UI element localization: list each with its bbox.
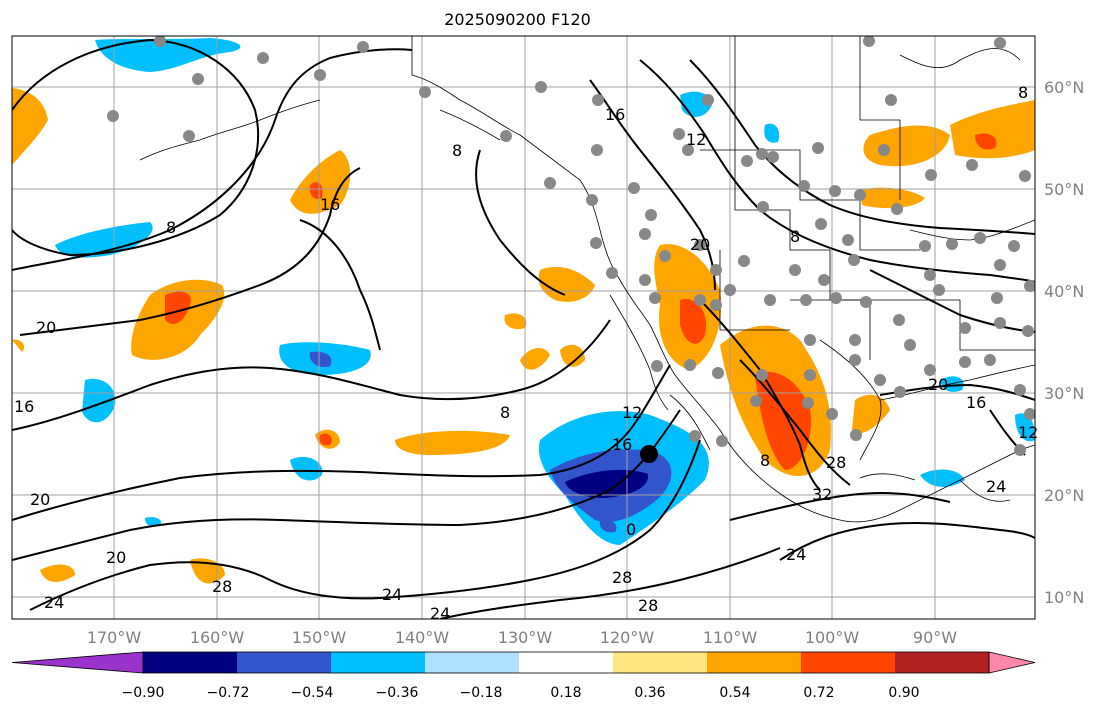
colorbar-tick-labels: −0.90 −0.72 −0.54 −0.36 −0.18 0.18 0.36 … <box>122 685 920 701</box>
contour-label: 16 <box>320 195 340 214</box>
colorbar-tick: −0.90 <box>122 685 165 701</box>
contour-label: 28 <box>612 568 632 587</box>
colorbar-tick: 0.90 <box>888 685 919 701</box>
colorbar-tick: −0.72 <box>207 685 250 701</box>
colorbar: −0.90 −0.72 −0.54 −0.36 −0.18 0.18 0.36 … <box>11 651 1036 701</box>
lat-label-50n: 50°N <box>1044 180 1084 199</box>
contour-label: 24 <box>382 585 402 604</box>
colorbar-swatch <box>613 652 708 673</box>
map-frame <box>11 35 1036 620</box>
contour-label: 12 <box>1018 423 1038 442</box>
contour-label: 16 <box>612 435 632 454</box>
contour-label: 24 <box>430 604 450 623</box>
lon-label-150w: 150°W <box>292 628 347 647</box>
contour-label: 20 <box>106 548 126 567</box>
colorbar-swatch <box>707 652 802 673</box>
colorbar-swatch <box>143 652 238 673</box>
strong-positive-anomaly-fills <box>165 133 997 470</box>
colorbar-extend-low <box>11 651 144 674</box>
longitude-labels: 170°W 160°W 150°W 140°W 130°W 120°W 110°… <box>87 628 957 647</box>
lon-label-160w: 160°W <box>190 628 245 647</box>
contour-label: 20 <box>928 375 948 394</box>
contour-label: 16 <box>966 393 986 412</box>
contour-label: 12 <box>622 403 642 422</box>
colorbar-swatch <box>519 652 614 673</box>
lon-label-120w: 120°W <box>600 628 655 647</box>
coastlines <box>139 36 1035 523</box>
contour-label: 16 <box>14 397 34 416</box>
colorbar-tick: 0.54 <box>719 685 750 701</box>
lat-label-60n: 60°N <box>1044 78 1084 97</box>
contour-label: 28 <box>638 596 658 615</box>
lon-label-140w: 140°W <box>395 628 450 647</box>
colorbar-extend-high <box>988 651 1036 674</box>
lon-label-100w: 100°W <box>805 628 860 647</box>
lat-label-30n: 30°N <box>1044 384 1084 403</box>
colorbar-tick: 0.72 <box>803 685 834 701</box>
map-title: 2025090200 F120 <box>444 10 591 29</box>
contour-label: 24 <box>44 593 64 612</box>
storm-center-marker <box>640 445 658 463</box>
lat-label-40n: 40°N <box>1044 282 1084 301</box>
latitude-labels: 60°N 50°N 40°N 30°N 20°N 10°N <box>1044 78 1084 607</box>
contour-label: 28 <box>826 453 846 472</box>
colorbar-swatch <box>801 652 896 673</box>
lat-label-20n: 20°N <box>1044 486 1084 505</box>
colorbar-swatch <box>237 652 332 673</box>
contour-label: 20 <box>690 235 710 254</box>
contour-label: 8 <box>1018 83 1028 102</box>
colorbar-tick: 0.36 <box>634 685 665 701</box>
contour-label: 8 <box>760 451 770 470</box>
contour-label: 16 <box>605 105 625 124</box>
colorbar-tick: −0.18 <box>460 685 503 701</box>
colorbar-swatch <box>895 652 990 673</box>
contour-label: 20 <box>36 318 56 337</box>
contour-label: 28 <box>212 577 232 596</box>
contour-label: 12 <box>686 130 706 149</box>
height-contours <box>12 38 1035 619</box>
lon-label-110w: 110°W <box>703 628 758 647</box>
colorbar-outline <box>142 651 990 674</box>
station-dots <box>107 36 1035 456</box>
colorbar-swatch <box>331 652 426 673</box>
contour-label: 24 <box>786 545 806 564</box>
lon-label-130w: 130°W <box>498 628 553 647</box>
contour-label: 8 <box>500 403 510 422</box>
contour-label: 20 <box>30 490 50 509</box>
contour-label: 32 <box>812 485 832 504</box>
lon-label-90w: 90°W <box>913 628 957 647</box>
contour-label: 8 <box>790 227 800 246</box>
lon-label-170w: 170°W <box>87 628 142 647</box>
contour-labels: 20 16 20 20 24 28 8 8 16 12 8 16 12 0 28… <box>14 83 1038 623</box>
contour-label: 24 <box>986 477 1006 496</box>
lat-label-10n: 10°N <box>1044 588 1084 607</box>
colorbar-tick: −0.54 <box>291 685 334 701</box>
colorbar-tick: 0.18 <box>550 685 581 701</box>
contour-label: 0 <box>626 520 636 539</box>
contour-label: 8 <box>166 218 176 237</box>
contour-label: 8 <box>452 141 462 160</box>
colorbar-swatch <box>425 652 520 673</box>
colorbar-tick: −0.36 <box>376 685 419 701</box>
